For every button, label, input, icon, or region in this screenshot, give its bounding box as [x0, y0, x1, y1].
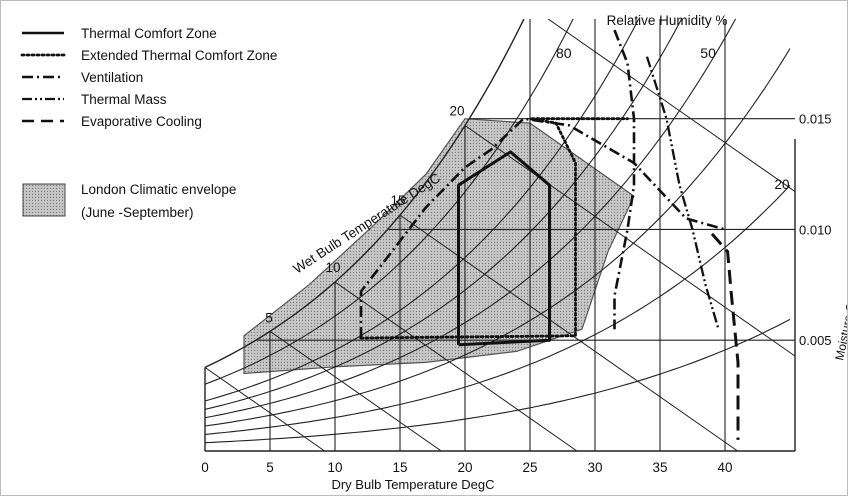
wet-bulb-line-10 — [334, 281, 578, 451]
wet-bulb-label-5: 5 — [265, 310, 273, 325]
climatic-envelope-area — [243, 118, 635, 375]
x-tick-label-15: 15 — [392, 460, 407, 475]
x-axis-label: Dry Bulb Temperature DegC — [331, 477, 494, 492]
x-tick-label-20: 20 — [457, 460, 472, 475]
y-tick-label-0.005: 0.005 — [799, 333, 832, 348]
x-tick-label-10: 10 — [327, 460, 342, 475]
rh-curve-10 — [205, 318, 791, 444]
series-line-thermal-mass — [645, 56, 720, 330]
rh-curve-80 — [205, 19, 574, 385]
series-line-ventilation-upper — [613, 29, 636, 330]
series-line-evaporative-cooling — [710, 232, 740, 440]
legend-label-extended-thermal-comfort-zone: Extended Thermal Comfort Zone — [81, 48, 277, 63]
legend-swatch-climatic-envelope — [22, 183, 66, 217]
wet-bulb-label-20: 20 — [449, 104, 464, 119]
wet-bulb-line-5 — [269, 330, 442, 451]
wet-bulb-label-10: 10 — [325, 260, 340, 275]
rh-curve-30 — [205, 48, 791, 427]
wet-bulb-line-25 — [547, 19, 795, 193]
series-line-extended-thermal-comfort-zone — [359, 117, 629, 340]
wet-bulb-line-15 — [399, 214, 738, 451]
wet-bulb-label-right-20: 20 — [774, 177, 789, 192]
rh-label-80: 80 — [556, 45, 572, 61]
rh-curve-60 — [205, 19, 640, 402]
rh-curve-20 — [205, 185, 791, 435]
rh-curve-50 — [205, 19, 683, 410]
x-tick-label-5: 5 — [266, 460, 274, 475]
series-line-thermal-comfort-zone — [457, 150, 551, 347]
wet-bulb-label-15: 15 — [390, 193, 405, 208]
x-tick-label-40: 40 — [717, 460, 732, 475]
x-tick-label-0: 0 — [201, 460, 209, 475]
y-tick-label-0.015: 0.015 — [799, 112, 832, 127]
x-tick-label-35: 35 — [652, 460, 667, 475]
legend-envelope-line-2: (June -September) — [81, 205, 194, 220]
x-tick-label-30: 30 — [587, 460, 602, 475]
legend-label-evaporative-cooling: Evaporative Cooling — [81, 114, 202, 129]
y-axis-label: Moisture Content kg/kg air — [832, 222, 847, 362]
series-line-ventilation — [359, 117, 726, 338]
legend-label-thermal-comfort-zone: Thermal Comfort Zone — [81, 26, 217, 41]
wet-bulb-line-0 — [205, 367, 325, 451]
y-tick-label-0.010: 0.010 — [799, 222, 832, 237]
legend-envelope-line-1: London Climatic envelope — [81, 182, 236, 197]
rh-curve-40 — [205, 19, 737, 419]
legend-label-ventilation: Ventilation — [81, 70, 143, 85]
rh-title: Relative Humidity % — [607, 13, 728, 28]
rh-curve-100 — [205, 19, 525, 369]
rh-label-50: 50 — [700, 45, 716, 61]
legend-label-thermal-mass: Thermal Mass — [81, 92, 167, 107]
x-tick-label-25: 25 — [522, 460, 537, 475]
